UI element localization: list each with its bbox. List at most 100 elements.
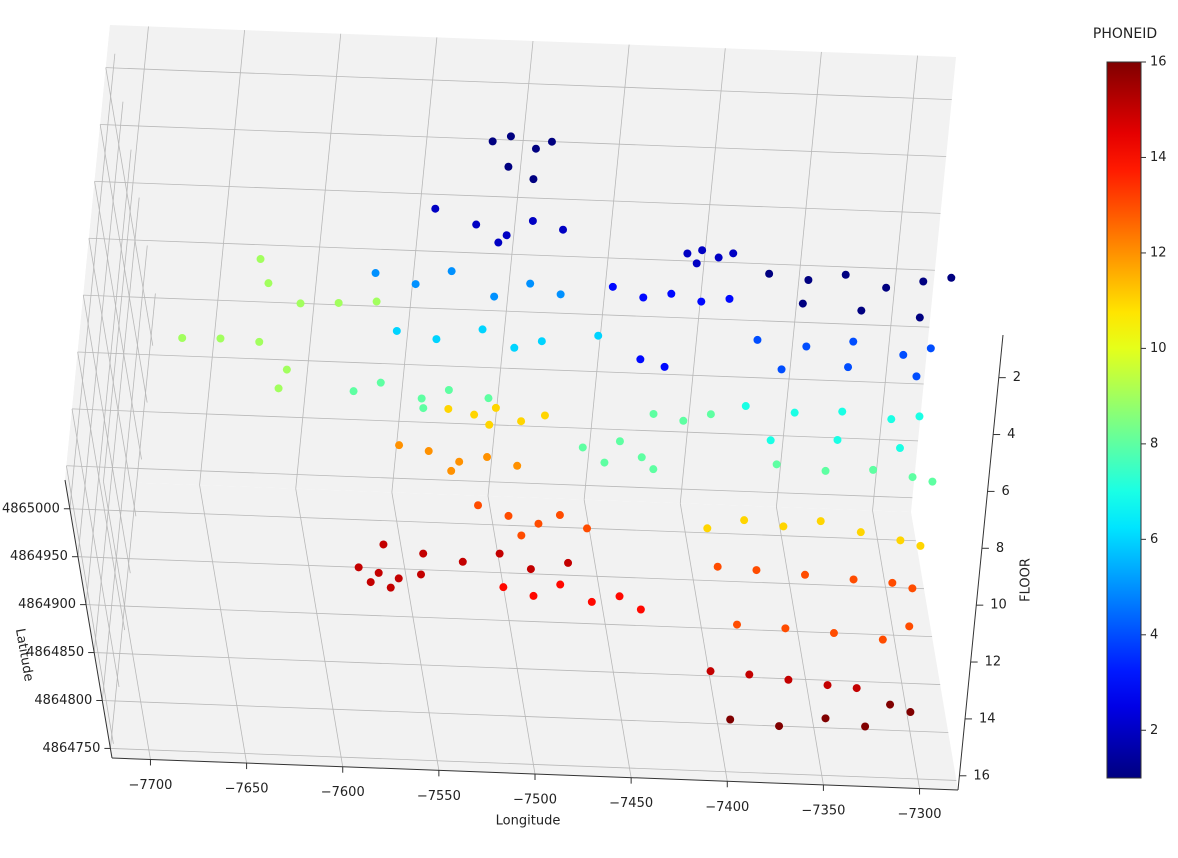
grid-line	[72, 408, 919, 442]
point	[790, 408, 799, 417]
point	[490, 292, 499, 301]
z-axis-label: FLOOR	[1019, 558, 1034, 602]
point	[371, 269, 380, 278]
point	[916, 541, 925, 550]
point	[804, 275, 813, 284]
point	[915, 313, 924, 322]
point	[779, 522, 788, 531]
point	[857, 306, 866, 315]
point	[431, 204, 440, 213]
point	[528, 216, 537, 225]
point	[255, 337, 264, 346]
point	[636, 355, 645, 364]
point	[484, 394, 493, 403]
point	[510, 343, 519, 352]
point	[537, 337, 546, 346]
point	[594, 331, 603, 340]
point	[775, 722, 784, 731]
point	[424, 447, 433, 456]
point	[472, 220, 481, 229]
point	[896, 536, 905, 545]
colorbar-tick-label: 2	[1150, 723, 1158, 738]
x-tick-label: −7650	[225, 782, 269, 797]
point	[529, 175, 538, 184]
point	[274, 384, 283, 393]
grid-line	[93, 197, 140, 653]
point	[256, 255, 265, 264]
point	[692, 259, 701, 268]
point	[419, 549, 428, 558]
point	[372, 297, 381, 306]
grid-line	[583, 499, 632, 778]
x-tick-label: −7700	[128, 778, 172, 793]
point	[455, 457, 464, 466]
z-tick-label: 14	[979, 711, 996, 726]
grid-line	[77, 556, 924, 590]
grid-line	[103, 26, 149, 482]
point	[349, 387, 358, 396]
point	[821, 466, 830, 475]
y-tick-label: 4864800	[34, 693, 92, 708]
grid-line	[199, 485, 247, 764]
y-axis-line	[64, 479, 113, 759]
point	[615, 437, 624, 446]
colorbar-tick-label: 10	[1150, 341, 1167, 356]
point	[499, 583, 508, 592]
point	[852, 684, 861, 693]
grid-line	[94, 181, 941, 214]
x-axis-line	[111, 757, 959, 791]
grid-line	[85, 149, 132, 605]
grid-line	[295, 488, 344, 767]
point	[706, 410, 715, 419]
point	[667, 289, 676, 298]
point	[600, 458, 609, 467]
grid-line	[66, 465, 114, 744]
point	[777, 365, 786, 374]
grid-line	[86, 604, 933, 638]
colorbar-title: PHONEID	[1093, 26, 1157, 42]
point	[526, 565, 535, 574]
y-tick-label: 4864950	[10, 549, 68, 564]
point	[637, 453, 646, 462]
point	[417, 394, 426, 403]
point	[608, 282, 617, 291]
grid-line	[105, 67, 154, 346]
point	[919, 277, 928, 286]
x-tick-label: −7350	[801, 803, 845, 818]
point	[517, 417, 526, 426]
point	[878, 635, 887, 644]
point	[741, 402, 750, 411]
point	[861, 722, 870, 731]
point	[395, 441, 404, 450]
point	[379, 540, 388, 549]
point	[679, 416, 688, 425]
point	[856, 528, 865, 537]
grid-line	[69, 508, 916, 542]
y-tick-label: 4864750	[42, 741, 100, 756]
point	[766, 436, 775, 445]
colorbar-tick-label: 8	[1150, 436, 1158, 451]
point	[833, 435, 842, 444]
colorbar	[1106, 61, 1142, 779]
point	[649, 465, 658, 474]
point	[419, 404, 428, 413]
point	[908, 473, 917, 482]
point	[444, 404, 453, 413]
point	[733, 620, 742, 629]
grid-line	[77, 351, 924, 385]
grid-line	[679, 48, 726, 504]
point	[899, 350, 908, 359]
point	[781, 624, 790, 633]
grid-line	[199, 30, 245, 486]
grid-line	[776, 51, 822, 507]
point	[888, 578, 897, 587]
point	[556, 290, 565, 299]
x-tick-label: −7500	[513, 793, 557, 808]
point	[386, 583, 395, 592]
point	[578, 443, 587, 452]
point	[729, 249, 738, 258]
point	[555, 511, 564, 520]
point	[649, 409, 658, 418]
point	[905, 622, 914, 631]
point	[411, 280, 420, 289]
